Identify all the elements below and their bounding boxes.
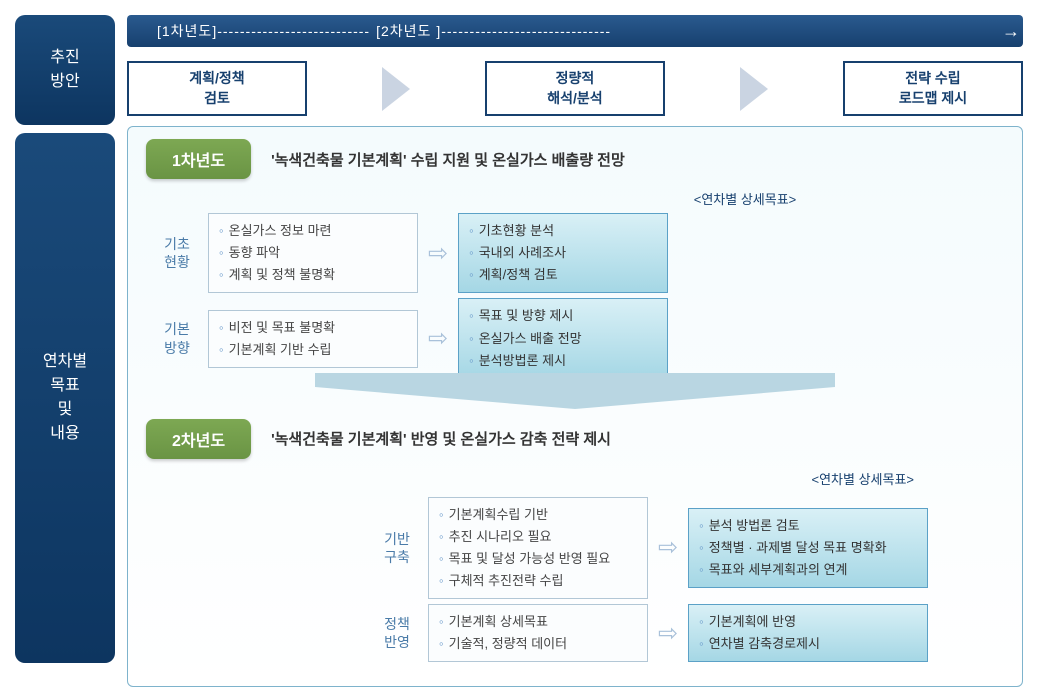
- year1-badge: 1차년도: [146, 139, 251, 179]
- arrow-right-icon: ⇨: [658, 533, 678, 562]
- list-item: 기본계획 상세목표: [439, 611, 637, 633]
- timeline-year2: [2차년도 ]: [376, 21, 441, 41]
- chevron-right-icon: [382, 67, 410, 111]
- arrow-right-icon: ⇨: [428, 324, 448, 353]
- list-item: 기본계획에 반영: [699, 611, 917, 633]
- list-item: 목표와 세부계획과의 연계: [699, 559, 917, 581]
- year2-header: 2차년도 '녹색건축물 기본계획' 반영 및 온실가스 감축 전략 제시: [146, 419, 1004, 459]
- sidebar: 추진 방안 연차별 목표 및 내용: [15, 15, 115, 687]
- timeline-dashes1: ---------------------------: [217, 23, 370, 39]
- phase-box-2: 정량적 해석/분석: [485, 61, 665, 116]
- chevron-down-icon: [315, 387, 835, 409]
- list-item: 추진 시나리오 필요: [439, 526, 637, 548]
- year1-target-header: <연차별 상세목표>: [486, 189, 1004, 208]
- list-item: 정책별 · 과제별 달성 목표 명확화: [699, 537, 917, 559]
- y1-row2: 기본 방향 비전 및 목표 불명확 기본계획 기반 수립 ⇨ 목표 및 방향 제…: [156, 298, 1004, 378]
- phase1-l1: 계획/정책: [154, 69, 280, 89]
- list-item: 국내외 사례조사: [469, 242, 657, 264]
- chevron-right-icon: [740, 67, 768, 111]
- phase-box-1: 계획/정책 검토: [127, 61, 307, 116]
- list-item: 목표 및 달성 가능성 반영 필요: [439, 548, 637, 570]
- list-item: 온실가스 배출 전망: [469, 328, 657, 350]
- y2-r2-label: 정책 반영: [376, 615, 418, 651]
- y2-r2-right-box: 기본계획에 반영 연차별 감축경로제시: [688, 604, 928, 662]
- timeline-dashes2: ------------------------------: [441, 23, 611, 39]
- root: 추진 방안 연차별 목표 및 내용 [1차년도] ---------------…: [15, 15, 1023, 687]
- year2-badge: 2차년도: [146, 419, 251, 459]
- arrow-right-icon: ⇨: [658, 619, 678, 648]
- list-item: 기술적, 정량적 데이터: [439, 633, 637, 655]
- y1-row1: 기초 현황 온실가스 정보 마련 동향 파악 계획 및 정책 불명확 ⇨ 기초현…: [156, 213, 1004, 293]
- main: [1차년도] --------------------------- [2차년도…: [127, 15, 1023, 687]
- list-item: 기본계획수립 기반: [439, 504, 637, 526]
- y2-row1: 기반 구축 기본계획수립 기반 추진 시나리오 필요 목표 및 달성 가능성 반…: [376, 497, 1004, 599]
- arrow-right-icon: ⇨: [428, 239, 448, 268]
- year2-title: '녹색건축물 기본계획' 반영 및 온실가스 감축 전략 제시: [271, 428, 611, 449]
- y2-r1-right-box: 분석 방법론 검토 정책별 · 과제별 달성 목표 명확화 목표와 세부계획과의…: [688, 508, 928, 588]
- y2-row2: 정책 반영 기본계획 상세목표 기술적, 정량적 데이터 ⇨ 기본계획에 반영 …: [376, 604, 1004, 662]
- list-item: 구체적 추진전략 수립: [439, 570, 637, 592]
- list-item: 계획/정책 검토: [469, 264, 657, 286]
- y1-r1-right-box: 기초현황 분석 국내외 사례조사 계획/정책 검토: [458, 213, 668, 293]
- sidebar-top-text: 추진 방안: [50, 46, 79, 94]
- y2-r1-left-box: 기본계획수립 기반 추진 시나리오 필요 목표 및 달성 가능성 반영 필요 구…: [428, 497, 648, 599]
- down-chevron-wrap: [146, 387, 1004, 409]
- list-item: 동향 파악: [219, 242, 407, 264]
- phase1-l2: 검토: [154, 89, 280, 109]
- y1-r2-left-box: 비전 및 목표 불명확 기본계획 기반 수립: [208, 310, 418, 368]
- year1-header: 1차년도 '녹색건축물 기본계획' 수립 지원 및 온실가스 배출량 전망: [146, 139, 1004, 179]
- phase3-l1: 전략 수립: [870, 69, 996, 89]
- y1-r1-left-box: 온실가스 정보 마련 동향 파악 계획 및 정책 불명확: [208, 213, 418, 293]
- list-item: 기본계획 기반 수립: [219, 339, 407, 361]
- sidebar-top-label: 추진 방안: [15, 15, 115, 125]
- content-panel: 1차년도 '녹색건축물 기본계획' 수립 지원 및 온실가스 배출량 전망 <연…: [127, 126, 1023, 687]
- y1-r2-right-box: 목표 및 방향 제시 온실가스 배출 전망 분석방법론 제시: [458, 298, 668, 378]
- list-item: 분석방법론 제시: [469, 350, 657, 372]
- year1-section: 1차년도 '녹색건축물 기본계획' 수립 지원 및 온실가스 배출량 전망 <연…: [146, 139, 1004, 379]
- timeline-year1: [1차년도]: [157, 21, 217, 41]
- sidebar-bottom-text: 연차별 목표 및 내용: [43, 350, 87, 446]
- y2-r1-label: 기반 구축: [376, 530, 418, 566]
- list-item: 목표 및 방향 제시: [469, 305, 657, 327]
- list-item: 온실가스 정보 마련: [219, 220, 407, 242]
- year1-title: '녹색건축물 기본계획' 수립 지원 및 온실가스 배출량 전망: [271, 149, 625, 170]
- list-item: 연차별 감축경로제시: [699, 633, 917, 655]
- y2-r2-left-box: 기본계획 상세목표 기술적, 정량적 데이터: [428, 604, 648, 662]
- phase-box-3: 전략 수립 로드맵 제시: [843, 61, 1023, 116]
- sidebar-bottom-label: 연차별 목표 및 내용: [15, 133, 115, 663]
- timeline-arrow-icon: →: [1002, 21, 1021, 42]
- list-item: 분석 방법론 검토: [699, 515, 917, 537]
- list-item: 기초현황 분석: [469, 220, 657, 242]
- y1-r2-label: 기본 방향: [156, 320, 198, 356]
- list-item: 비전 및 목표 불명확: [219, 317, 407, 339]
- timeline-bar: [1차년도] --------------------------- [2차년도…: [127, 15, 1023, 47]
- phase3-l2: 로드맵 제시: [870, 89, 996, 109]
- y1-r1-label: 기초 현황: [156, 235, 198, 271]
- year2-section: 2차년도 '녹색건축물 기본계획' 반영 및 온실가스 감축 전략 제시 <연차…: [146, 419, 1004, 663]
- year2-target-header: <연차별 상세목표>: [811, 469, 914, 488]
- phase2-l2: 해석/분석: [512, 89, 638, 109]
- phase2-l1: 정량적: [512, 69, 638, 89]
- list-item: 계획 및 정책 불명확: [219, 264, 407, 286]
- phase-row: 계획/정책 검토 정량적 해석/분석 전략 수립 로드맵 제시: [127, 61, 1023, 116]
